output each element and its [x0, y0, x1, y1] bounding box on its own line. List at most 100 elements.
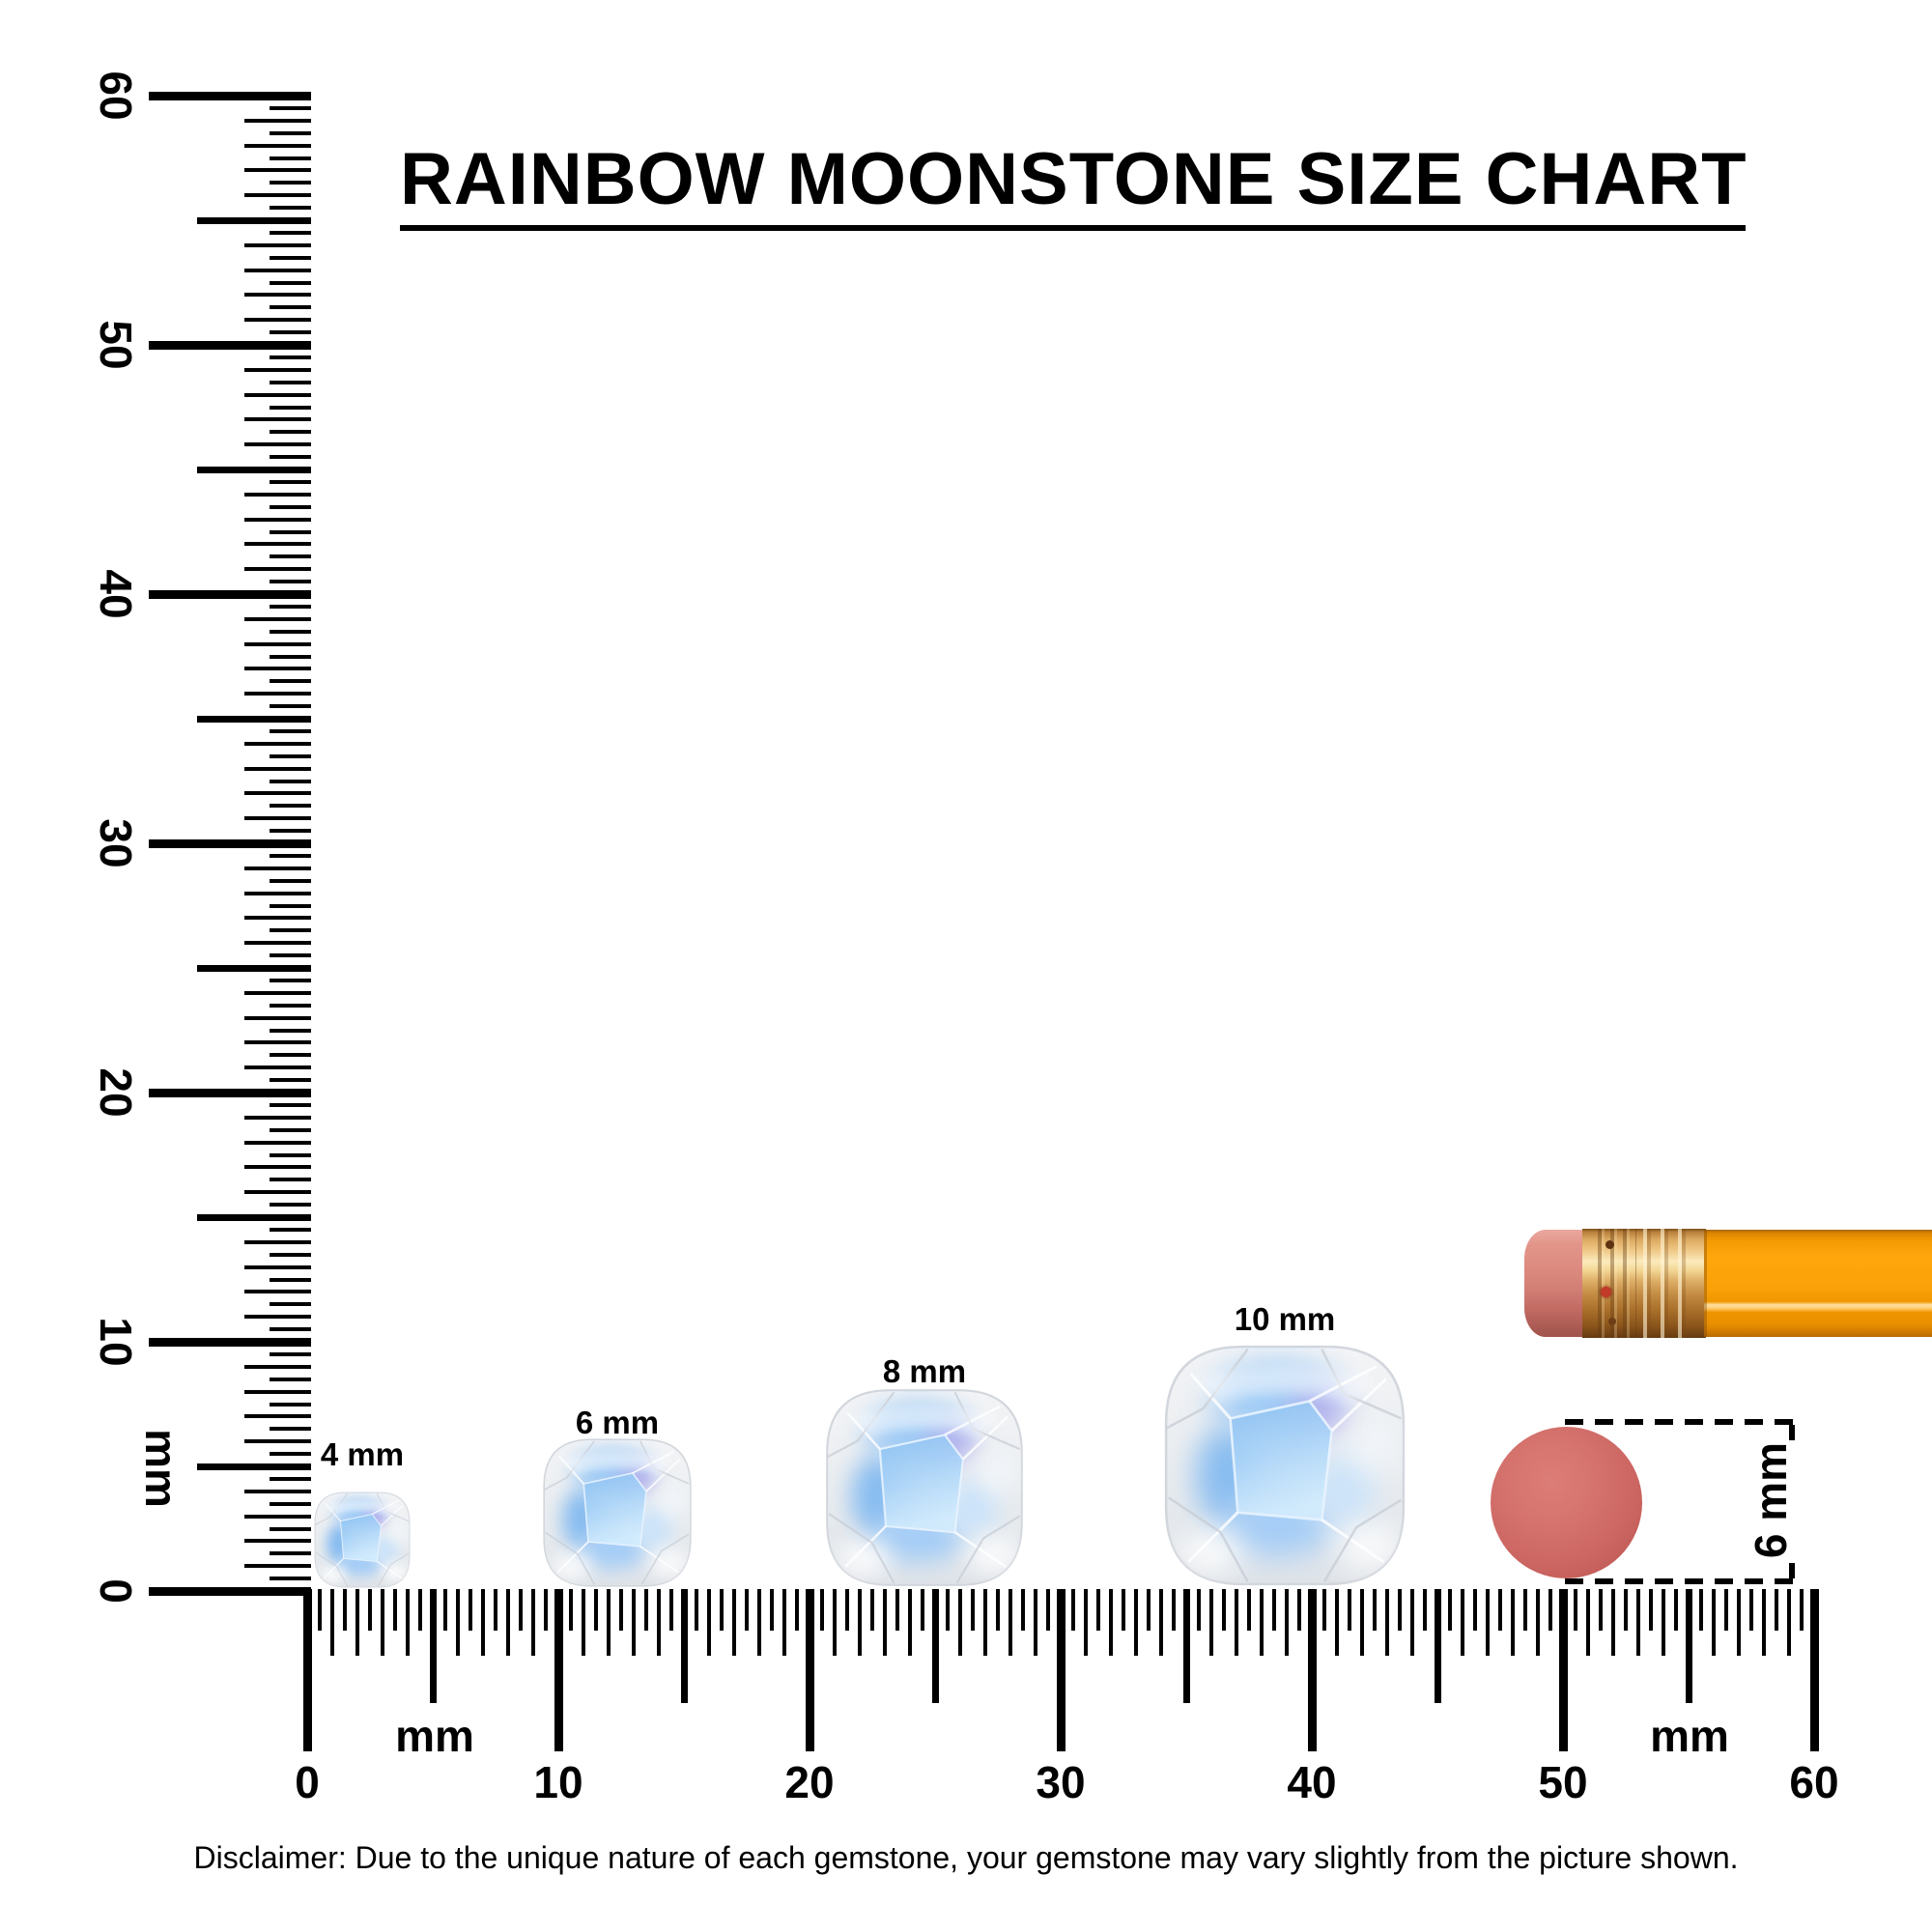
ruler-tick — [244, 667, 311, 671]
ruler-tick — [270, 1302, 311, 1307]
ruler-tick — [270, 878, 311, 883]
ruler-tick — [1348, 1589, 1351, 1631]
ruler-tick — [1586, 1589, 1590, 1656]
ruler-tick — [1122, 1589, 1125, 1631]
vertical-ruler-unit: mm — [136, 1429, 186, 1508]
ruler-tick — [1285, 1589, 1289, 1656]
ruler-tick — [149, 1337, 311, 1347]
ruler-tick — [270, 130, 311, 135]
ruler-tick — [244, 1539, 311, 1544]
ruler-tick — [1147, 1589, 1151, 1631]
ruler-tick — [270, 1551, 311, 1556]
ruler-tick — [197, 216, 311, 224]
ruler-tick — [1749, 1589, 1753, 1631]
ruler-tick — [1307, 1589, 1317, 1751]
ruler-tick — [270, 156, 311, 160]
ruler-tick — [1486, 1589, 1490, 1656]
horizontal-ruler-number: 20 — [784, 1757, 835, 1807]
ruler-tick — [270, 1053, 311, 1058]
ruler-tick — [270, 1127, 311, 1132]
ruler-tick — [1182, 1589, 1190, 1703]
ferrule-ridges — [1638, 1229, 1694, 1338]
ruler-tick — [244, 517, 311, 522]
ruler-tick — [244, 1439, 311, 1444]
ruler-tick — [244, 616, 311, 621]
ruler-tick — [149, 340, 311, 350]
ferrule-rivet-red — [1601, 1287, 1611, 1297]
ruler-tick — [244, 941, 311, 946]
ruler-tick — [393, 1589, 397, 1631]
ruler-tick — [270, 1501, 311, 1506]
ruler-tick — [1548, 1589, 1552, 1631]
ruler-tick — [270, 230, 311, 235]
ruler-tick — [1511, 1589, 1515, 1656]
ruler-tick — [244, 1190, 311, 1195]
ruler-tick — [1809, 1589, 1819, 1751]
ruler-tick — [1021, 1589, 1025, 1631]
ruler-tick — [244, 916, 311, 921]
ruler-tick — [270, 604, 311, 609]
ruler-tick — [1523, 1589, 1527, 1631]
ruler-tick — [270, 355, 311, 359]
gem-size-label: 8 mm — [882, 1353, 967, 1389]
ruler-tick — [270, 829, 311, 834]
ruler-tick — [1536, 1589, 1540, 1656]
ruler-tick — [244, 1065, 311, 1070]
ruler-tick — [519, 1589, 523, 1631]
ruler-tick — [244, 692, 311, 696]
ruler-tick — [996, 1589, 1000, 1631]
ruler-tick — [1649, 1589, 1653, 1631]
ruler-tick — [270, 1227, 311, 1232]
ruler-tick — [270, 779, 311, 783]
ruler-tick — [1172, 1589, 1176, 1631]
ruler-tick — [931, 1589, 939, 1703]
ruler-tick — [544, 1589, 548, 1631]
ruler-tick — [270, 105, 311, 110]
ruler-tick — [695, 1589, 698, 1631]
ruler-tick — [244, 1015, 311, 1020]
vertical-ruler-number: 60 — [91, 71, 141, 121]
horizontal-ruler-unit-left: mm — [395, 1711, 474, 1761]
ruler-tick — [149, 91, 311, 100]
ruler-tick — [270, 330, 311, 335]
ruler-tick — [270, 1203, 311, 1208]
ruler-tick — [270, 1252, 311, 1257]
ruler-tick — [244, 143, 311, 148]
ruler-tick — [244, 1414, 311, 1419]
ruler-tick — [270, 728, 311, 733]
ruler-tick — [149, 589, 311, 599]
ruler-tick — [197, 964, 311, 972]
gem-size-label: 6 mm — [575, 1405, 660, 1440]
ruler-tick — [1322, 1589, 1326, 1631]
ruler-tick — [1762, 1589, 1766, 1656]
ruler-tick — [1084, 1589, 1088, 1656]
eraser-top-view — [1491, 1427, 1642, 1578]
ruler-tick — [870, 1589, 874, 1631]
ruler-tick — [270, 1452, 311, 1457]
pencil-ferrule — [1582, 1229, 1706, 1338]
ruler-tick — [845, 1589, 849, 1631]
ruler-tick — [244, 318, 311, 323]
ruler-tick — [1009, 1589, 1012, 1656]
ruler-tick — [244, 293, 311, 298]
ruler-tick — [244, 791, 311, 796]
ruler-tick — [1574, 1589, 1577, 1631]
ruler-tick — [197, 466, 311, 473]
ruler-tick — [244, 1514, 311, 1519]
ruler-tick — [149, 1586, 311, 1596]
vertical-ruler-number: 30 — [91, 818, 141, 868]
ruler-tick — [820, 1589, 824, 1631]
ruler-tick — [469, 1589, 472, 1631]
ruler-tick — [270, 504, 311, 509]
ruler-tick — [1209, 1589, 1213, 1656]
horizontal-ruler-number: 40 — [1287, 1757, 1337, 1807]
ruler-tick — [1335, 1589, 1339, 1656]
ruler-tick — [406, 1589, 410, 1656]
ruler-tick — [244, 1165, 311, 1170]
ruler-tick — [1373, 1589, 1377, 1631]
ruler-tick — [1247, 1589, 1251, 1631]
pencil-eraser — [1524, 1230, 1584, 1337]
vertical-ruler-number: 20 — [91, 1067, 141, 1118]
ruler-tick — [1071, 1589, 1075, 1631]
